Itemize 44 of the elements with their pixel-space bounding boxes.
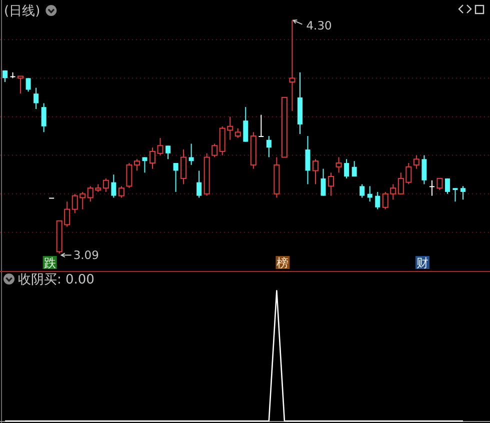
candlestick xyxy=(436,178,443,190)
candlestick xyxy=(157,137,164,156)
candlestick xyxy=(111,174,116,198)
candlestick xyxy=(173,162,178,192)
candlestick xyxy=(234,128,241,138)
candlestick xyxy=(360,184,365,198)
candlestick xyxy=(429,180,434,196)
candlestick xyxy=(212,143,218,158)
candlestick xyxy=(26,78,31,92)
candlestick xyxy=(118,186,124,198)
annotation: 3.09 xyxy=(73,248,99,262)
chart-title: (日线) xyxy=(4,4,40,19)
candlestick xyxy=(375,191,380,210)
candlestick xyxy=(18,76,24,94)
candlestick xyxy=(336,156,342,174)
candlestick xyxy=(266,136,272,158)
candlestick xyxy=(413,154,420,170)
candlestick xyxy=(149,147,156,170)
candlestick xyxy=(289,20,296,112)
candlestick xyxy=(134,158,140,172)
candlestick xyxy=(328,172,334,196)
chart-title: 收阴买: 0.00 xyxy=(18,272,94,288)
annotation: 4.30 xyxy=(306,18,332,32)
candlestick xyxy=(320,168,326,196)
candlestick xyxy=(166,145,171,160)
candlestick xyxy=(460,186,466,200)
candlestick xyxy=(352,160,357,177)
candlestick xyxy=(422,154,427,185)
candlestick xyxy=(344,158,350,179)
candlestick xyxy=(444,178,450,194)
candlestick xyxy=(305,136,310,185)
candlestick xyxy=(41,102,46,133)
candlestick xyxy=(196,170,202,198)
candlestick xyxy=(258,114,264,137)
candlestick xyxy=(367,186,372,202)
candlestick xyxy=(102,178,109,192)
candlestick xyxy=(180,149,187,185)
candlestick xyxy=(34,87,39,110)
candlestick xyxy=(312,158,319,185)
candlestick xyxy=(142,156,148,174)
candlestick xyxy=(243,106,248,142)
candlestick xyxy=(188,143,194,166)
candlestick xyxy=(452,188,458,202)
candlestick xyxy=(126,162,132,189)
